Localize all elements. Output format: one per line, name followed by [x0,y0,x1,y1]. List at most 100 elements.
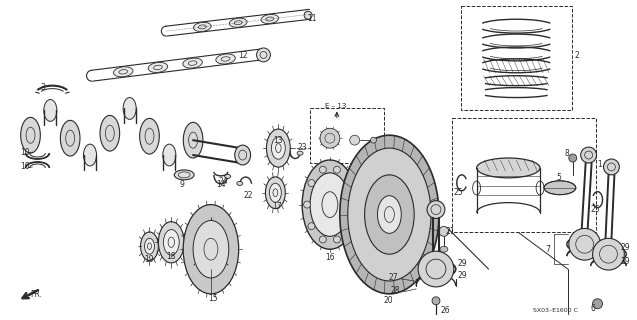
Text: 1: 1 [598,160,603,170]
Ellipse shape [319,236,326,243]
Ellipse shape [432,297,440,305]
Ellipse shape [261,14,279,24]
Ellipse shape [163,144,176,166]
Ellipse shape [225,174,231,179]
Ellipse shape [257,48,271,62]
Ellipse shape [234,145,250,165]
Ellipse shape [194,22,211,31]
Text: FR.: FR. [31,290,43,299]
Ellipse shape [141,232,159,260]
Ellipse shape [334,236,340,243]
Ellipse shape [364,175,414,254]
Text: 29: 29 [458,259,468,268]
Text: 26: 26 [441,306,450,315]
Ellipse shape [308,223,315,230]
Text: 28: 28 [390,286,400,295]
Ellipse shape [266,177,285,209]
Text: 10: 10 [20,163,30,172]
Ellipse shape [476,158,540,178]
Text: 25: 25 [590,205,600,214]
Text: 13: 13 [273,136,283,145]
Ellipse shape [308,180,315,187]
Bar [452,118,596,232]
Ellipse shape [348,148,431,281]
Ellipse shape [569,228,601,260]
Text: 29: 29 [620,243,630,252]
Ellipse shape [183,122,203,158]
Ellipse shape [269,183,282,202]
Ellipse shape [319,166,326,173]
Text: 27: 27 [389,274,398,283]
Ellipse shape [304,201,311,208]
Text: 9: 9 [179,180,184,189]
Ellipse shape [113,67,133,77]
Ellipse shape [302,160,357,249]
Text: 17: 17 [273,202,282,211]
Text: 23: 23 [297,143,307,152]
Ellipse shape [44,100,57,121]
Text: 10: 10 [20,148,30,156]
Text: 18: 18 [166,252,176,261]
Ellipse shape [266,129,290,167]
Ellipse shape [21,117,40,153]
Ellipse shape [183,204,239,294]
Ellipse shape [592,238,624,270]
Ellipse shape [345,180,352,187]
Ellipse shape [229,18,247,27]
Ellipse shape [592,299,603,309]
Ellipse shape [350,135,360,145]
Ellipse shape [83,144,97,166]
Text: 16: 16 [325,253,334,262]
Ellipse shape [371,137,376,143]
Ellipse shape [159,222,184,263]
Ellipse shape [334,166,340,173]
Ellipse shape [569,154,576,162]
Bar [310,108,384,163]
Text: 29: 29 [620,257,630,266]
Text: 14: 14 [216,180,225,189]
Text: E – 13: E – 13 [325,103,347,109]
Ellipse shape [581,147,597,163]
Ellipse shape [140,118,159,154]
Ellipse shape [440,246,448,252]
Text: 2: 2 [575,52,580,60]
Text: 20: 20 [383,296,393,305]
Ellipse shape [193,220,229,278]
Ellipse shape [61,120,80,156]
Ellipse shape [427,201,445,219]
Ellipse shape [145,238,154,254]
Bar [461,6,572,110]
Text: 15: 15 [208,294,218,303]
Ellipse shape [123,98,136,119]
Text: 19: 19 [145,255,154,264]
Text: 25: 25 [454,188,464,197]
Text: 12: 12 [239,52,248,60]
Text: 6: 6 [590,304,596,313]
Ellipse shape [603,159,619,175]
Ellipse shape [320,128,340,148]
Ellipse shape [349,201,356,208]
Text: 3: 3 [40,83,45,92]
Ellipse shape [100,116,120,151]
Ellipse shape [163,229,179,255]
Text: 8: 8 [565,148,569,157]
Ellipse shape [237,181,243,185]
Ellipse shape [544,181,576,195]
Text: SX03–E1600 C: SX03–E1600 C [533,308,578,313]
Ellipse shape [183,58,203,68]
Text: 21: 21 [446,227,455,236]
Ellipse shape [304,11,312,19]
Ellipse shape [297,151,303,155]
Text: 5: 5 [556,173,561,182]
Ellipse shape [310,173,350,236]
Ellipse shape [216,54,235,64]
Ellipse shape [418,251,454,287]
Ellipse shape [340,135,439,294]
Text: 29: 29 [458,271,468,281]
Text: 11: 11 [307,14,317,23]
Ellipse shape [148,62,168,72]
Text: 22: 22 [244,191,253,200]
Ellipse shape [378,196,401,233]
Ellipse shape [175,170,194,180]
Ellipse shape [271,137,285,159]
